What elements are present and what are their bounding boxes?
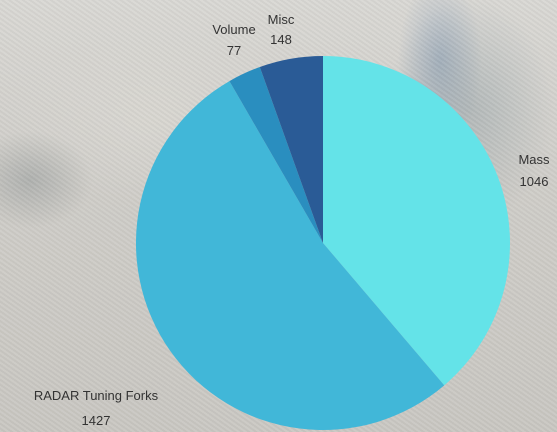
pie-labels: Mass 1046 RADAR Tuning Forks 1427 Volume 77 Mi… [34,12,550,428]
slice-label-misc: Misc [268,12,295,27]
slice-label-volume: Volume [212,22,255,37]
slice-label-radar-tuning-forks: RADAR Tuning Forks [34,388,159,403]
pie-slice-mass [323,56,510,386]
slice-value-radar-tuning-forks: 1427 [82,413,111,428]
pie-slice-misc [259,56,323,243]
pie-slice-radar-tuning-forks [135,81,445,431]
pie-slices [135,56,510,431]
slice-label-mass: Mass [518,152,550,167]
slice-value-volume: 77 [227,43,241,58]
slice-value-misc: 148 [270,32,292,47]
slice-value-mass: 1046 [520,174,549,189]
pie-slice-volume [229,67,323,243]
